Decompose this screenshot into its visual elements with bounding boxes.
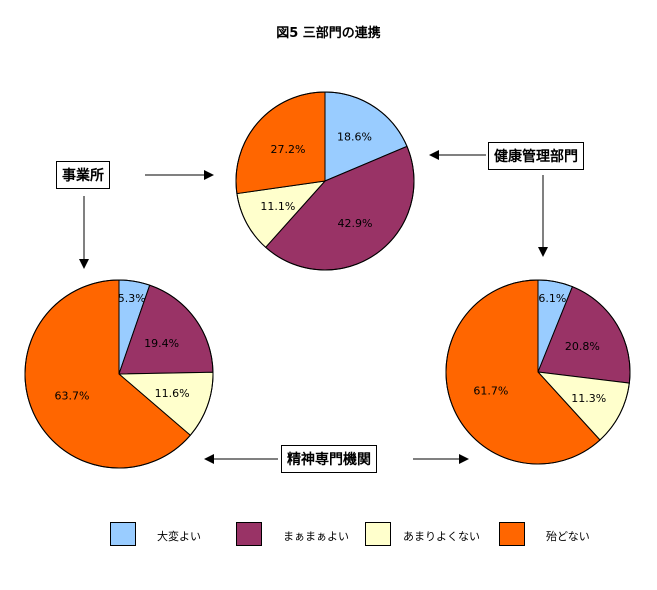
data-label-seishin-fairly-good: 20.8% — [565, 340, 600, 353]
pie-outline-seishin — [445, 279, 631, 465]
data-label-seishin-almost-none: 61.7% — [473, 384, 508, 397]
data-label-kenko-almost-none: 27.2% — [271, 143, 306, 156]
legend-label: あまりよくない — [403, 530, 480, 543]
legend-label: 大変よい — [157, 530, 201, 543]
legend-swatch — [110, 522, 136, 546]
legend: 大変よい まぁまぁよい あまりよくない 殆どない — [0, 522, 657, 552]
data-label-seishin-very-good: 6.1% — [538, 292, 566, 305]
box-jigyosho: 事業所 — [56, 161, 110, 189]
data-label-kenko-very-good: 18.6% — [337, 130, 372, 143]
pie-outline-jigyosho — [24, 279, 214, 469]
legend-swatch — [365, 522, 391, 546]
box-kenko-kanri: 健康管理部門 — [488, 142, 584, 170]
box-seishin-senmon: 精神専門機関 — [281, 445, 377, 473]
legend-swatch — [236, 522, 262, 546]
data-label-jigyosho-almost-none: 63.7% — [55, 390, 90, 403]
data-label-kenko-fairly-good: 42.9% — [338, 217, 373, 230]
legend-label: 殆どない — [546, 530, 590, 543]
data-label-kenko-not-good: 11.1% — [260, 200, 295, 213]
data-label-seishin-not-good: 11.3% — [571, 392, 606, 405]
chart-title: 図5 三部門の連携 — [276, 26, 381, 41]
data-label-jigyosho-very-good: 5.3% — [118, 292, 146, 305]
legend-label: まぁまぁよい — [283, 530, 349, 543]
data-label-jigyosho-fairly-good: 19.4% — [144, 337, 179, 350]
legend-swatch — [499, 522, 525, 546]
pie-outline-kenko — [235, 91, 415, 271]
data-label-jigyosho-not-good: 11.6% — [155, 387, 190, 400]
